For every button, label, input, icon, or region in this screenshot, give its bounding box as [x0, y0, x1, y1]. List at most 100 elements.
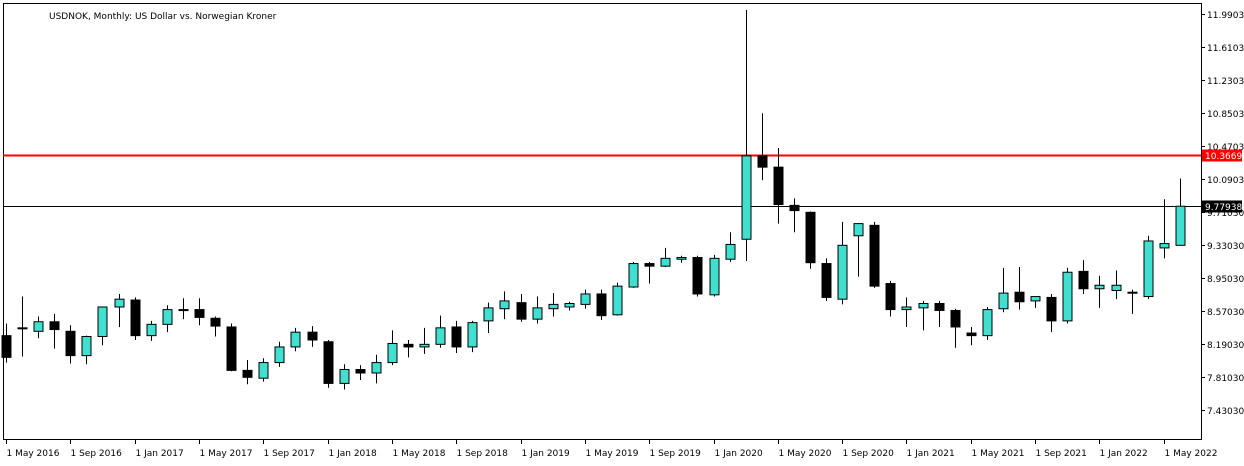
candle[interactable]	[1014, 267, 1025, 310]
candle[interactable]	[853, 223, 864, 277]
candle[interactable]	[692, 255, 703, 297]
candle[interactable]	[869, 221, 880, 288]
candle[interactable]	[242, 359, 253, 385]
candle[interactable]	[1062, 267, 1073, 324]
candle[interactable]	[483, 302, 494, 334]
candle[interactable]	[644, 261, 655, 284]
candle[interactable]	[660, 247, 671, 268]
candle[interactable]	[982, 306, 993, 340]
candle-body	[741, 155, 752, 240]
candle[interactable]	[918, 300, 929, 331]
candle[interactable]	[709, 254, 720, 297]
y-tick-label: 8.57030	[1207, 308, 1244, 318]
candle-body	[1094, 284, 1105, 290]
candle[interactable]	[676, 255, 687, 263]
candle[interactable]	[451, 320, 462, 354]
candle[interactable]	[612, 282, 623, 316]
candle[interactable]	[789, 198, 800, 233]
candle[interactable]	[65, 325, 76, 364]
candle[interactable]	[130, 297, 141, 340]
candle[interactable]	[725, 232, 736, 262]
candle[interactable]	[934, 300, 945, 327]
candle[interactable]	[33, 316, 44, 339]
candle[interactable]	[114, 293, 125, 327]
candle[interactable]	[596, 289, 607, 321]
candle[interactable]	[757, 113, 768, 181]
candle[interactable]	[564, 301, 575, 311]
candle[interactable]	[323, 339, 334, 388]
candle[interactable]	[1159, 199, 1170, 259]
candle[interactable]	[1030, 296, 1041, 308]
candle[interactable]	[1175, 178, 1186, 246]
candle[interactable]	[1046, 293, 1057, 333]
candles-layer	[1, 9, 1186, 390]
candle[interactable]	[1111, 270, 1122, 300]
candle[interactable]	[516, 293, 527, 322]
candle[interactable]	[580, 289, 591, 309]
candle[interactable]	[387, 330, 398, 366]
candle[interactable]	[548, 293, 559, 317]
candle-body	[33, 321, 44, 332]
candle[interactable]	[49, 313, 60, 349]
candle[interactable]	[741, 9, 752, 261]
candle[interactable]	[81, 335, 92, 365]
candle-body	[1014, 291, 1025, 303]
candle[interactable]	[290, 327, 301, 352]
x-tick-label: 1 May 2021	[972, 449, 1025, 459]
candle-body	[210, 317, 221, 327]
candle[interactable]	[821, 258, 832, 301]
current-price-label: 9.77938	[1205, 203, 1242, 213]
candle[interactable]	[837, 221, 848, 305]
candle[interactable]	[355, 365, 366, 380]
candle[interactable]	[403, 339, 414, 358]
candle[interactable]	[950, 308, 961, 348]
candle-body	[307, 331, 318, 341]
x-tick-label: 1 May 2017	[200, 449, 253, 459]
candle[interactable]	[371, 354, 382, 384]
candle[interactable]	[532, 296, 543, 324]
x-tick-label: 1 May 2016	[7, 449, 60, 459]
candle[interactable]	[274, 341, 285, 367]
y-tick-label: 8.19030	[1207, 341, 1244, 351]
candle[interactable]	[307, 326, 318, 347]
candle-body	[580, 293, 591, 305]
candle-body	[435, 327, 446, 345]
candle[interactable]	[194, 298, 205, 326]
candle[interactable]	[628, 261, 639, 288]
candle[interactable]	[901, 297, 912, 327]
candle-body	[853, 223, 864, 237]
candle[interactable]	[805, 211, 816, 269]
candle[interactable]	[998, 267, 1009, 313]
horizontal-lines-layer	[3, 154, 1201, 207]
candle[interactable]	[467, 320, 478, 353]
candle[interactable]	[146, 320, 157, 341]
candle[interactable]	[210, 316, 221, 337]
candle-body	[81, 336, 92, 357]
candle[interactable]	[1127, 289, 1138, 314]
candle-body	[821, 263, 832, 298]
candle[interactable]	[885, 280, 896, 317]
candle[interactable]	[1094, 275, 1105, 308]
chart-title: USDNOK, Monthly: US Dollar vs. Norwegian…	[49, 12, 277, 22]
candle-body	[242, 369, 253, 378]
candle[interactable]	[258, 358, 269, 382]
candle[interactable]	[339, 364, 350, 390]
candle[interactable]	[1, 323, 12, 363]
candle-body	[885, 283, 896, 311]
candle[interactable]	[435, 315, 446, 348]
candle[interactable]	[419, 327, 430, 354]
candle[interactable]	[97, 306, 108, 346]
candle[interactable]	[162, 305, 173, 333]
candle[interactable]	[773, 148, 784, 224]
candle[interactable]	[178, 298, 189, 320]
candle[interactable]	[1078, 260, 1089, 294]
candle[interactable]	[966, 326, 977, 346]
candle-body	[1030, 296, 1041, 302]
candle[interactable]	[226, 323, 237, 372]
candle[interactable]	[1143, 235, 1154, 300]
candle[interactable]	[499, 291, 510, 320]
candle-body	[596, 293, 607, 317]
candle[interactable]	[17, 296, 28, 357]
y-tick-label: 8.95030	[1207, 275, 1244, 285]
